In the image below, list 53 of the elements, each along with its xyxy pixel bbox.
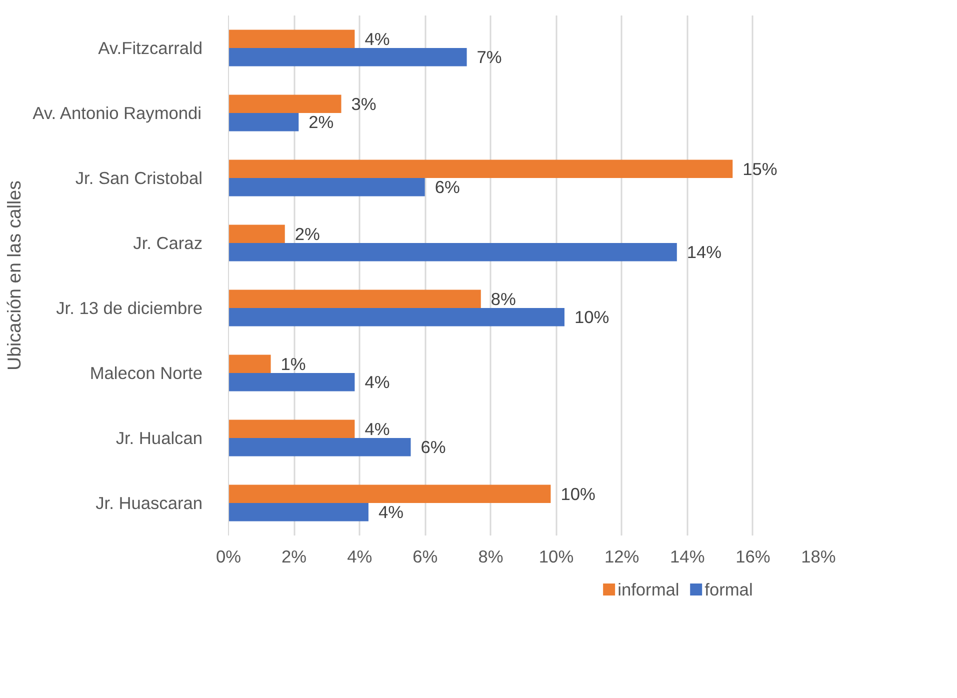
bar: [228, 308, 564, 326]
data-label: 10%: [574, 307, 610, 328]
bar: [228, 94, 342, 113]
data-label: 7%: [476, 47, 502, 68]
x-tick-label: 10%: [538, 546, 574, 566]
bar: [228, 178, 425, 196]
data-label: 4%: [364, 372, 390, 392]
data-label: 8%: [490, 288, 516, 309]
y-tick-label: Jr. 13 de diciembre: [56, 298, 203, 318]
x-tick-label: 16%: [736, 546, 770, 566]
x-tick-label: 14%: [670, 546, 705, 566]
bar: [228, 30, 355, 48]
legend-label: informal: [618, 580, 680, 600]
x-tick-label: 6%: [412, 546, 438, 566]
y-axis-title: Ubicación en las calles: [4, 180, 25, 370]
y-tick-label: Av. Antonio Raymondi: [32, 103, 202, 123]
bar: [228, 224, 285, 243]
data-label: 4%: [378, 502, 404, 522]
y-tick-label: Jr. Huascaran: [96, 493, 202, 513]
data-label: 1%: [280, 354, 306, 374]
bar: [228, 354, 271, 373]
bar: [228, 48, 467, 66]
data-label: 3%: [351, 94, 376, 114]
data-label: 2%: [294, 224, 320, 244]
bar: [228, 113, 299, 132]
y-tick-label: Jr. Caraz: [133, 233, 203, 253]
data-label: 6%: [434, 177, 460, 198]
bar: [228, 438, 411, 456]
data-label: 6%: [420, 437, 446, 458]
x-tick-label: 2%: [282, 546, 307, 566]
bar: [228, 160, 733, 178]
data-label: 2%: [308, 112, 334, 132]
bar: [228, 484, 551, 503]
y-tick-label: Av.Fitzcarrald: [98, 38, 203, 58]
x-tick-label: 12%: [604, 546, 640, 566]
x-tick-label: 0%: [216, 546, 242, 566]
data-label: 14%: [686, 242, 722, 262]
y-tick-label: Jr. San Cristobal: [75, 168, 203, 188]
bar: [228, 373, 355, 392]
data-label: 15%: [742, 158, 778, 179]
legend-label: formal: [704, 580, 753, 600]
bar: [228, 503, 368, 522]
data-label: 4%: [364, 418, 390, 439]
bar: [228, 420, 355, 438]
x-tick-label: 4%: [347, 546, 372, 566]
data-label: 10%: [560, 484, 596, 504]
x-tick-label: 18%: [801, 546, 836, 566]
data-label: 4%: [364, 28, 390, 49]
bar: [228, 243, 677, 262]
y-tick-label: Jr. Hualcan: [116, 428, 203, 448]
x-tick-label: 8%: [478, 546, 504, 566]
y-tick-label: Malecon Norte: [90, 363, 203, 383]
bar: [228, 290, 481, 308]
